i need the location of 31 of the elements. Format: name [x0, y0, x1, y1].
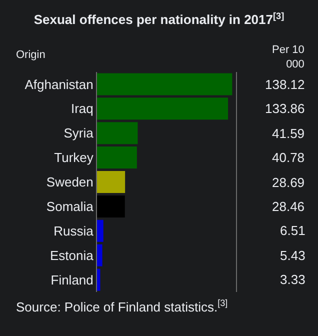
bar — [97, 195, 125, 218]
y-tick-label: Finland — [50, 272, 94, 288]
y-tick-label: Iraq — [70, 101, 94, 116]
x-axis-title: Per 10 000 — [272, 44, 304, 70]
source-note: Source: Police of Finland statistics.$^{[3]}$ — [16, 298, 228, 314]
bar — [97, 122, 138, 144]
bar — [97, 73, 232, 96]
y-tick-label: Syria — [64, 126, 94, 141]
bar — [97, 98, 228, 120]
bar — [97, 171, 126, 193]
data-label: 138.12 — [265, 77, 305, 92]
y-tick-label: Sweden — [46, 174, 94, 190]
bar — [97, 146, 137, 169]
y-tick-label: Estonia — [50, 248, 94, 263]
bar — [97, 220, 104, 242]
y-tick-label: Somalia — [46, 198, 94, 214]
bar — [97, 244, 102, 266]
data-label: 133.86 — [265, 101, 305, 116]
y-tick-label: Afghanistan — [24, 76, 94, 92]
y-tick-label: Turkey — [54, 150, 94, 166]
data-label: 40.78 — [272, 150, 305, 165]
data-label: 28.46 — [272, 199, 305, 214]
data-label: 41.59 — [272, 126, 305, 141]
data-label: 6.51 — [280, 223, 306, 238]
data-label: 5.43 — [280, 248, 306, 263]
y-axis-title: Origin — [16, 49, 46, 61]
chart-title: Sexual offences per nationality in 2017$^{[3]}$ — [34, 10, 284, 28]
y-tick-label: Russia — [54, 223, 94, 238]
data-label: 3.33 — [280, 272, 306, 287]
bar — [97, 268, 100, 291]
data-label: 28.69 — [272, 175, 305, 190]
